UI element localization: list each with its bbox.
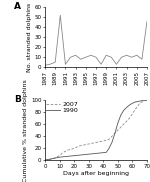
- 1990: [140, 100, 142, 102]
- 1990: [134, 101, 136, 103]
- 2007: [139, 102, 141, 104]
- Legend: 2007, 1990: 2007, 1990: [46, 101, 79, 114]
- 2007: [56, 156, 58, 158]
- Line: 2007: 2007: [45, 100, 147, 160]
- 2007: [108, 138, 110, 140]
- 1990: [53, 157, 55, 159]
- 1990: [82, 154, 84, 156]
- 1990: [56, 157, 58, 159]
- 1990: [120, 114, 122, 116]
- 2007: [76, 146, 78, 148]
- 1990: [123, 109, 125, 112]
- 1990: [126, 106, 127, 108]
- 1990: [143, 99, 145, 101]
- 1990: [146, 99, 148, 101]
- 2007: [51, 158, 53, 160]
- 2007: [146, 99, 148, 101]
- 1990: [105, 151, 107, 153]
- 1990: [47, 159, 49, 161]
- 1990: [132, 102, 133, 104]
- 1990: [94, 153, 95, 155]
- 2007: [88, 143, 90, 145]
- 1990: [64, 155, 66, 158]
- 2007: [82, 144, 84, 146]
- 2007: [67, 149, 69, 151]
- 2007: [44, 159, 46, 161]
- 1990: [99, 152, 101, 154]
- 2007: [123, 123, 125, 125]
- 2007: [111, 135, 113, 137]
- Line: 1990: 1990: [45, 100, 147, 160]
- 1990: [114, 132, 116, 134]
- Text: A: A: [14, 3, 21, 11]
- 2007: [99, 141, 101, 143]
- 1990: [108, 147, 110, 149]
- 2007: [73, 147, 75, 149]
- 2007: [91, 142, 93, 145]
- 1990: [44, 159, 46, 161]
- 2007: [79, 145, 81, 147]
- 2007: [117, 129, 119, 131]
- 2007: [129, 117, 130, 119]
- 1990: [137, 100, 139, 102]
- 1990: [88, 153, 90, 155]
- X-axis label: Days after beginning: Days after beginning: [63, 171, 129, 176]
- 1990: [70, 155, 72, 157]
- 2007: [70, 148, 72, 151]
- 2007: [97, 141, 98, 143]
- 2007: [105, 139, 107, 141]
- Y-axis label: No. stranded dolphins: No. stranded dolphins: [27, 3, 32, 72]
- 1990: [76, 154, 78, 157]
- 2007: [59, 154, 60, 157]
- 1990: [50, 158, 52, 160]
- 1990: [117, 122, 119, 124]
- 2007: [143, 100, 145, 102]
- 2007: [134, 108, 136, 110]
- 1990: [59, 156, 60, 158]
- 1990: [129, 104, 130, 106]
- 2007: [85, 143, 87, 146]
- 2007: [62, 152, 63, 154]
- Y-axis label: Cumulative % stranded dolphins: Cumulative % stranded dolphins: [23, 79, 28, 182]
- Text: B: B: [14, 95, 21, 104]
- 2007: [64, 150, 66, 152]
- 1990: [111, 141, 113, 143]
- 2007: [94, 142, 95, 144]
- 2007: [102, 140, 104, 142]
